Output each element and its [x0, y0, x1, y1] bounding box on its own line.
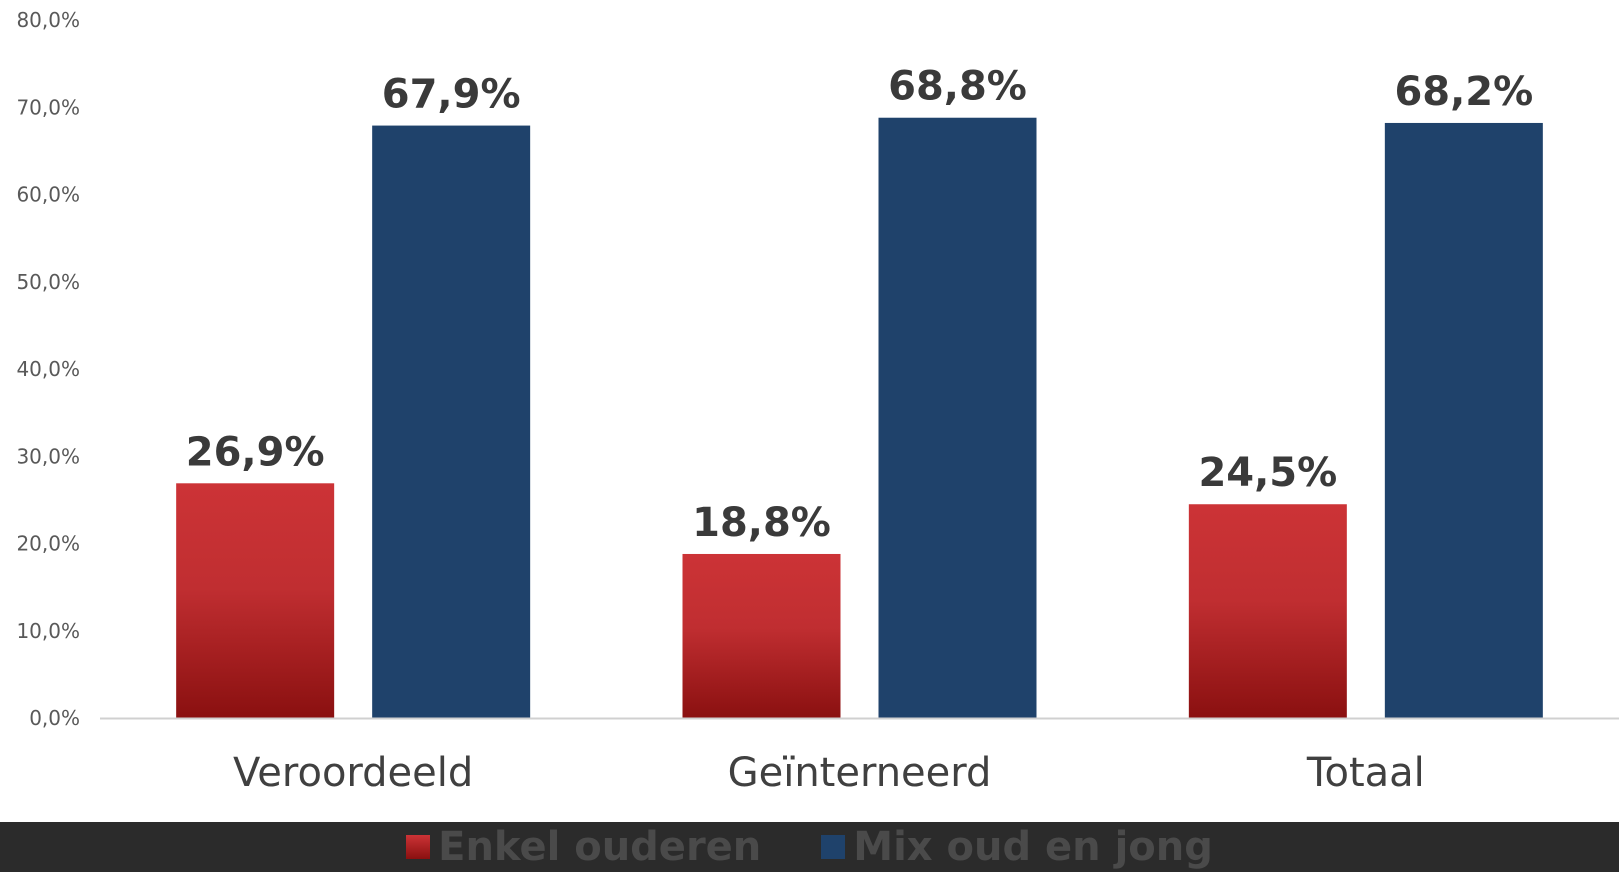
legend-item-mix-oud-en-jong: Mix oud en jong	[821, 822, 1213, 872]
y-tick-label: 50,0%	[16, 270, 80, 294]
bars	[176, 117, 1543, 719]
data-label: 24,5%	[1198, 450, 1337, 496]
x-category-label: Geïnterneerd	[728, 750, 992, 796]
bar-chart: 0,0% 10,0% 20,0% 30,0% 40,0% 50,0% 60,0% 70,0% 8…	[16, 8, 1619, 796]
data-label: 18,8%	[692, 500, 831, 546]
legend: Enkel ouderen Mix oud en jong	[0, 822, 1619, 872]
data-label: 68,8%	[888, 64, 1027, 110]
y-tick-label: 70,0%	[16, 95, 80, 119]
y-tick-label: 0,0%	[29, 706, 80, 730]
legend-swatch-blue	[821, 835, 846, 859]
bar-mix-oud-en-jong	[878, 117, 1037, 719]
legend-item-enkel-ouderen: Enkel ouderen	[406, 822, 761, 872]
data-labels: 26,9% 67,9% 18,8% 68,8% 24,5% 68,2%	[186, 64, 1533, 546]
y-tick-label: 40,0%	[16, 357, 80, 381]
x-category-label: Veroordeeld	[233, 750, 473, 796]
y-tick-label: 60,0%	[16, 183, 80, 207]
x-category-label: Totaal	[1306, 750, 1425, 796]
data-label: 68,2%	[1394, 69, 1533, 115]
data-label: 26,9%	[186, 429, 325, 475]
bar-enkel-ouderen	[682, 553, 841, 718]
y-tick-label: 30,0%	[16, 444, 80, 468]
y-tick-label: 80,0%	[16, 8, 80, 32]
bar-enkel-ouderen	[1188, 504, 1347, 718]
x-axis: Veroordeeld Geïnterneerd Totaal	[100, 717, 1619, 796]
data-label: 67,9%	[382, 72, 521, 118]
bar-mix-oud-en-jong	[372, 125, 531, 718]
y-tick-label: 20,0%	[16, 532, 80, 556]
y-axis: 0,0% 10,0% 20,0% 30,0% 40,0% 50,0% 60,0% 70,0% 8…	[16, 8, 80, 730]
legend-swatch-red	[406, 835, 431, 859]
bar-enkel-ouderen	[176, 483, 335, 718]
y-tick-label: 10,0%	[16, 619, 80, 643]
legend-label: Enkel ouderen	[438, 824, 762, 870]
legend-label: Mix oud en jong	[853, 824, 1213, 870]
bar-mix-oud-en-jong	[1384, 122, 1543, 718]
